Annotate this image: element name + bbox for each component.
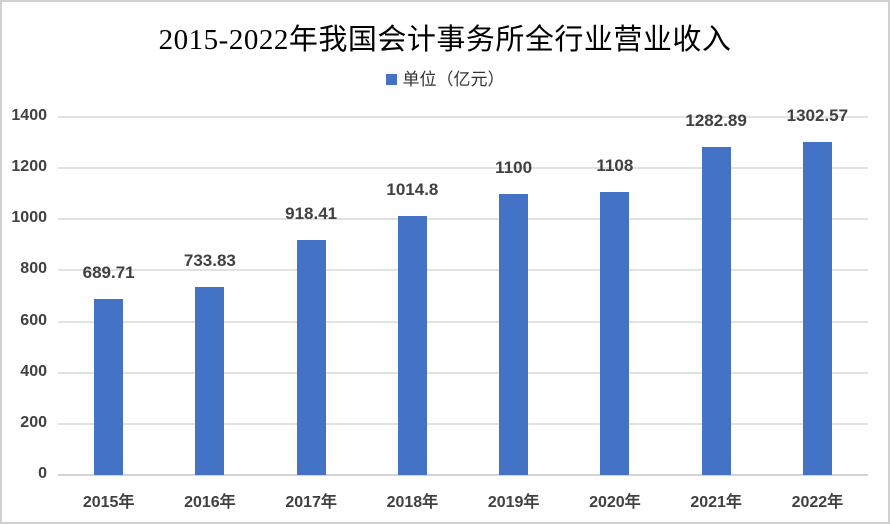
bar [195,287,225,475]
gridline [58,167,868,170]
bar [94,298,124,475]
data-label: 1108 [596,155,634,175]
bar [802,141,832,475]
data-label: 733.83 [183,251,236,271]
gridline [58,116,868,118]
gridline [58,269,868,272]
x-tick-label: 2022年 [791,494,844,511]
x-tick-label: 2016年 [184,494,236,511]
y-tick-label: 600 [20,311,47,329]
bar [600,191,630,475]
data-label: 1014.8 [386,179,439,199]
y-tick-label: 400 [20,362,47,380]
data-label: 1302.57 [786,105,849,125]
x-tick-label: 2019年 [487,494,540,511]
data-label: 1282.89 [685,110,747,130]
y-tick-label: 1400 [11,107,47,124]
bar [701,146,731,475]
y-tick-label: 800 [20,260,47,278]
y-tick-label: 0 [38,465,47,482]
data-label: 918.41 [285,204,338,224]
y-tick-label: 1200 [11,158,47,176]
x-tick-label: 2021年 [690,494,742,511]
chart-title: 2015-2022年我国会计事务所全行业营业收入 [158,24,732,56]
x-tick-label: 2018年 [386,494,439,511]
bar [296,240,326,475]
gridline [58,474,868,476]
x-tick-label: 2017年 [285,494,337,511]
gridline [58,320,868,323]
bar [499,193,529,475]
gridline [58,422,868,425]
y-tick-label: 200 [20,413,47,431]
x-tick-label: 2020年 [589,494,641,511]
data-label: 1100 [495,157,533,177]
y-tick-label: 1000 [11,209,47,227]
legend: 单位（亿元） [0,65,890,90]
bar [397,215,427,475]
data-label: 689.71 [82,262,135,282]
legend-label: 单位（亿元） [402,70,505,89]
x-tick-label: 2015年 [82,494,135,511]
gridline [58,218,868,221]
legend-swatch-icon [385,74,397,85]
gridline [58,371,868,374]
